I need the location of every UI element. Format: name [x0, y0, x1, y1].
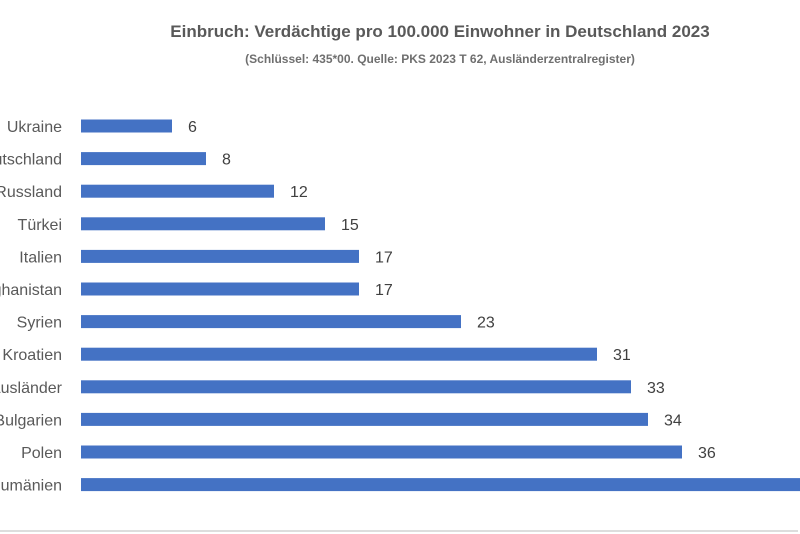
category-label: Deutschland: [0, 152, 62, 169]
bar-afghanistan: [81, 282, 359, 296]
category-label: Syrien: [17, 315, 62, 332]
value-label: 34: [664, 412, 682, 429]
value-label: 17: [375, 249, 393, 266]
bar-polen: [81, 445, 682, 459]
category-label: Türkei: [18, 217, 62, 234]
value-label: 6: [188, 119, 197, 136]
bar-deutschland: [81, 152, 206, 166]
bar-ukraine: [81, 119, 172, 133]
category-label: Polen: [21, 445, 62, 462]
value-label: 8: [222, 152, 231, 169]
chart-subtitle: (Schlüssel: 435*00. Quelle: PKS 2023 T 6…: [245, 52, 635, 66]
bar-russland: [81, 184, 274, 198]
bar-bulgarien: [81, 412, 648, 426]
bar-ausländer: [81, 380, 631, 394]
bar-syrien: [81, 315, 461, 329]
bar-kroatien: [81, 347, 597, 361]
category-label: Ausländer: [0, 380, 63, 397]
bar-türkei: [81, 217, 325, 231]
value-label: 31: [613, 347, 631, 364]
category-label: Afghanistan: [0, 282, 62, 299]
category-label: Rumänien: [0, 478, 62, 495]
bar-italien: [81, 249, 359, 263]
category-label: Bulgarien: [0, 412, 62, 429]
value-label: 15: [341, 217, 359, 234]
bar-rumänien: [81, 478, 800, 492]
chart-title: Einbruch: Verdächtige pro 100.000 Einwoh…: [170, 22, 710, 41]
value-label: 36: [698, 445, 716, 462]
category-label: Russland: [0, 184, 62, 201]
category-label: Ukraine: [7, 119, 62, 136]
value-label: 33: [647, 380, 665, 397]
value-label: 17: [375, 282, 393, 299]
category-label: Italien: [19, 249, 62, 266]
value-label: 23: [477, 315, 495, 332]
value-label: 12: [290, 184, 308, 201]
category-label: Kroatien: [2, 347, 62, 364]
